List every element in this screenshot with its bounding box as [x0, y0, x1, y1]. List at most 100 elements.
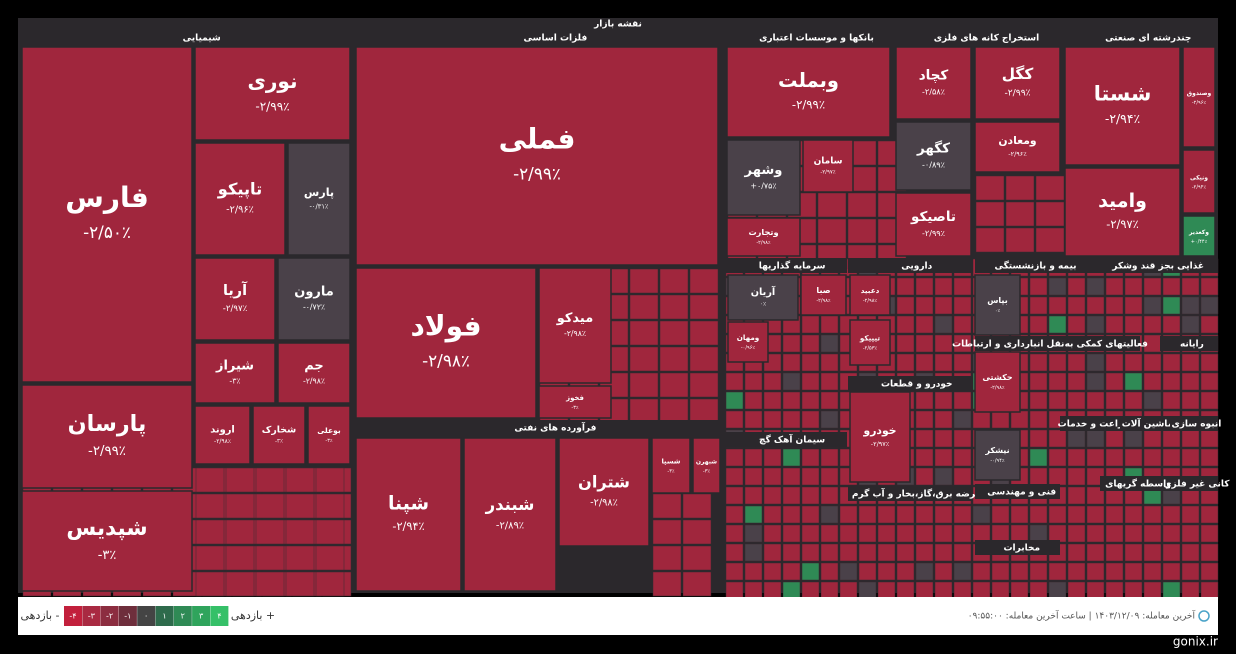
- sector-header-bg: [848, 486, 973, 501]
- tile-name: شخارک: [262, 424, 296, 435]
- tile-filler: [1181, 391, 1200, 410]
- tile-filler: [953, 334, 972, 353]
- tile-filler: [801, 372, 820, 391]
- tile-filler: [801, 543, 820, 562]
- sector-header-bg: [725, 258, 847, 273]
- tile-filler: [763, 562, 782, 581]
- tile-filler: [763, 391, 782, 410]
- tile-filler: [1067, 581, 1086, 600]
- tile-filler: [991, 505, 1010, 524]
- sector-header: خودرو و قطعات: [881, 380, 953, 390]
- tile-filler: [744, 467, 763, 486]
- tile: [21, 384, 193, 489]
- tile-filler: [725, 543, 744, 562]
- tile-filler: [1105, 448, 1124, 467]
- tile-name: ونیکی: [1190, 175, 1208, 182]
- tile-filler: [255, 519, 285, 545]
- sector-header-bg: [1060, 416, 1120, 431]
- sector-header-bg: [725, 432, 847, 447]
- tile-filler: [801, 562, 820, 581]
- tile: [194, 257, 276, 341]
- tile-filler: [1143, 581, 1162, 600]
- tile-filler: [820, 505, 839, 524]
- tile-filler: [1086, 277, 1105, 296]
- tile-change: -۲/۵۰٪: [83, 222, 131, 242]
- sector-header-bg: [975, 336, 1065, 351]
- tile-filler: [763, 372, 782, 391]
- tile-filler: [801, 448, 820, 467]
- tile-filler: [1005, 227, 1035, 253]
- tile-filler: [1048, 277, 1067, 296]
- tile-filler: [763, 410, 782, 429]
- tile-filler: [1067, 486, 1086, 505]
- tile-filler: [1143, 562, 1162, 581]
- legend-step: ۱: [162, 612, 166, 621]
- tile-change: -۳٪: [229, 377, 240, 386]
- tile-filler: [652, 545, 682, 571]
- tile-filler: [315, 493, 345, 519]
- tile-change: -۲/۹۷٪: [820, 169, 835, 175]
- tile-filler: [689, 320, 719, 346]
- tile-filler: [991, 581, 1010, 600]
- tile-name: وتجارت: [748, 227, 778, 238]
- tile-change: -۲/۹۴٪: [1105, 111, 1140, 126]
- tile-filler: [820, 372, 839, 391]
- tile-filler: [896, 296, 915, 315]
- tile-filler: [1200, 372, 1219, 391]
- tile-filler: [1143, 353, 1162, 372]
- tile-filler: [1162, 277, 1181, 296]
- legend-swatch: [210, 606, 229, 626]
- sector-header-bg: [1170, 416, 1218, 431]
- tile-filler: [896, 505, 915, 524]
- tile-name: آریان: [751, 285, 776, 298]
- tile-filler: [1048, 581, 1067, 600]
- tile-filler: [744, 372, 763, 391]
- map-title: نقشه بازار: [593, 20, 642, 30]
- tile-filler: [1181, 562, 1200, 581]
- tile-filler: [1143, 429, 1162, 448]
- tile-filler: [1048, 505, 1067, 524]
- tiles-group: فارس -۲/۵۰٪ پارسان -۲/۹۹٪ شپدیس -۳٪ نوری -۲/۹۹٪…: [21, 46, 1216, 592]
- tile-filler: [1200, 524, 1219, 543]
- tile-filler: [725, 467, 744, 486]
- tile-filler: [1086, 562, 1105, 581]
- tile-filler: [629, 346, 659, 372]
- tile: [895, 121, 972, 191]
- tile-filler: [629, 294, 659, 320]
- tile-filler: [315, 467, 345, 493]
- tile-filler: [1200, 277, 1219, 296]
- tile-filler: [1005, 175, 1035, 201]
- tile-filler: [1143, 315, 1162, 334]
- tile-filler: [1048, 467, 1067, 486]
- tile-filler: [896, 524, 915, 543]
- tile-filler: [991, 524, 1010, 543]
- tile-filler: [915, 334, 934, 353]
- tile: [1064, 167, 1181, 257]
- tile-filler: [953, 391, 972, 410]
- tile-filler: [934, 410, 953, 429]
- tile-filler: [315, 545, 345, 571]
- legend-high: بازدهی +: [231, 609, 275, 622]
- sector-header: مخابرات: [1003, 544, 1040, 554]
- tile-name: اروند: [210, 425, 235, 436]
- tile-filler: [725, 524, 744, 543]
- tile-filler: [975, 175, 1005, 201]
- tile-change: -۲/۹۸٪: [990, 385, 1005, 391]
- tile-name: وامید: [1098, 190, 1147, 212]
- legend-swatch: [137, 606, 156, 626]
- sector-header: بانکها و موسسات اعتباری: [759, 34, 874, 44]
- tile-filler: [659, 320, 689, 346]
- tile-change: -۳٪: [325, 438, 332, 444]
- tile-filler: [225, 571, 255, 597]
- tile-filler: [629, 320, 659, 346]
- tile: [692, 437, 721, 494]
- tile-change: -۲/۹۷٪: [1106, 217, 1138, 231]
- tile-filler: [744, 448, 763, 467]
- tile-name: پارس: [304, 186, 334, 199]
- sector-header-bg: [353, 420, 721, 435]
- sector-header-bg: [975, 484, 1060, 499]
- tile-filler: [839, 524, 858, 543]
- tile-filler: [839, 581, 858, 600]
- tile-filler: [801, 467, 820, 486]
- tile-filler: [1162, 581, 1181, 600]
